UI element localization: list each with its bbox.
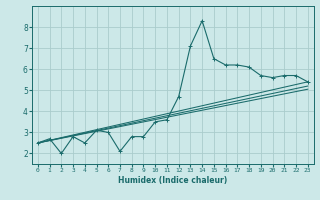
X-axis label: Humidex (Indice chaleur): Humidex (Indice chaleur)	[118, 176, 228, 185]
